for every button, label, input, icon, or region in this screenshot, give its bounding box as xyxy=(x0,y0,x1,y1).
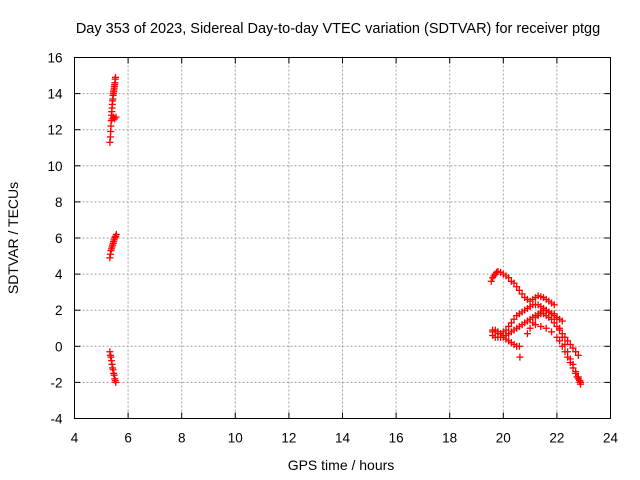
data-point xyxy=(540,306,547,314)
data-point xyxy=(576,378,584,386)
data-point xyxy=(507,319,515,327)
y-tick-label: 12 xyxy=(47,123,62,138)
data-point xyxy=(558,333,566,341)
data-point xyxy=(550,319,558,327)
x-axis-label: GPS time / hours xyxy=(288,457,395,473)
chart-title: Day 353 of 2023, Sidereal Day-to-day VTE… xyxy=(76,21,600,37)
x-tick-label: 12 xyxy=(281,431,296,446)
data-point xyxy=(548,328,556,336)
y-tick-label: -2 xyxy=(50,375,62,390)
x-tick-label: 4 xyxy=(71,431,79,446)
data-points xyxy=(106,73,584,388)
data-point xyxy=(572,368,580,376)
data-point xyxy=(526,324,534,332)
data-point xyxy=(550,310,558,318)
data-point xyxy=(569,344,577,352)
data-point xyxy=(556,324,564,332)
data-point xyxy=(112,73,120,81)
data-point xyxy=(515,286,523,294)
y-tick-label: 6 xyxy=(55,231,63,246)
data-point xyxy=(574,373,582,381)
x-tick-label: 24 xyxy=(603,431,619,446)
data-point xyxy=(572,348,580,356)
axis-ticks xyxy=(74,57,611,419)
y-tick-label: 14 xyxy=(47,87,63,102)
y-tick-label: 2 xyxy=(55,303,63,318)
data-point xyxy=(569,360,577,368)
data-point xyxy=(564,348,572,356)
y-tick-label: 10 xyxy=(47,159,62,174)
y-tick-labels: -4 -2 0 2 4 6 8 10 12 14 16 xyxy=(47,51,63,427)
data-point xyxy=(566,355,574,363)
data-point xyxy=(531,321,539,329)
data-point xyxy=(523,330,531,338)
data-point xyxy=(545,308,553,316)
data-point xyxy=(510,279,518,287)
x-tick-labels: 4 6 8 10 12 14 16 18 20 22 24 xyxy=(71,431,619,446)
data-point xyxy=(513,283,521,291)
y-axis-label: SDTVAR / TECUs xyxy=(5,182,21,294)
x-tick-label: 8 xyxy=(178,431,186,446)
x-tick-label: 20 xyxy=(496,431,511,446)
data-point xyxy=(553,315,561,323)
data-point xyxy=(515,342,523,350)
y-tick-label: 16 xyxy=(47,51,62,66)
y-tick-label: 0 xyxy=(55,339,63,354)
data-point xyxy=(518,290,526,298)
data-point xyxy=(505,322,513,330)
data-point xyxy=(510,315,518,323)
x-tick-label: 18 xyxy=(442,431,457,446)
data-point xyxy=(112,230,120,238)
data-point xyxy=(542,324,550,332)
x-tick-label: 16 xyxy=(389,431,404,446)
y-tick-label: 4 xyxy=(55,267,63,282)
data-point xyxy=(112,113,120,121)
data-point xyxy=(574,351,582,359)
data-point xyxy=(558,317,566,325)
data-point xyxy=(550,301,558,309)
data-point xyxy=(556,337,564,345)
data-point xyxy=(561,340,569,348)
y-tick-label: 8 xyxy=(55,195,63,210)
data-point xyxy=(505,274,513,282)
data-point xyxy=(537,322,545,330)
x-tick-label: 22 xyxy=(549,431,564,446)
data-point xyxy=(564,337,572,345)
data-point xyxy=(499,331,507,339)
y-tick-label: -4 xyxy=(50,412,62,427)
x-tick-label: 10 xyxy=(228,431,243,446)
x-tick-label: 6 xyxy=(124,431,132,446)
grid-lines xyxy=(74,57,611,419)
data-point xyxy=(487,277,495,285)
data-point xyxy=(112,378,120,386)
data-point xyxy=(516,353,524,361)
x-tick-label: 14 xyxy=(335,431,351,446)
